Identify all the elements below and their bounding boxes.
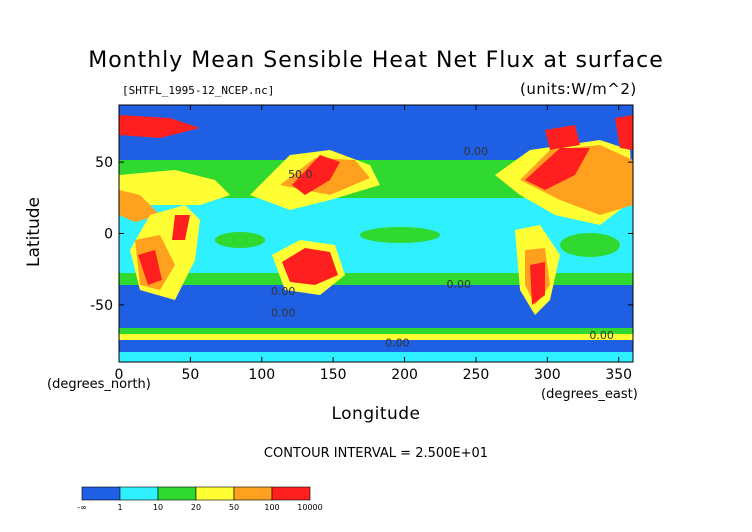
contour-interval-label: CONTOUR INTERVAL = 2.500E+01 [263,446,489,461]
y-axis-unit: (degrees_north) [47,377,151,392]
colorbar-swatch [195,486,235,501]
colorbar-label: -∞ [77,503,87,512]
file-name-label: [SHTFL_1995-12_NCEP.nc] [122,84,275,97]
australia-region-red [282,248,338,285]
contour-value-label: 0.00 [589,329,614,342]
flux-field [119,105,633,362]
x-tick-label: 50 [181,367,199,383]
colorbar-label: 20 [191,503,201,512]
colorbar-label: 1 [117,503,122,512]
colorbar-swatch [271,486,311,501]
plot-area: 50.0 0.00 0.00 0.00 0.00 0.00 0.00 0 50 100 150 20… [90,104,634,383]
south-america-region-red [530,262,545,305]
colorbar-label: 50 [229,503,239,512]
antarctic-cyan-band [119,352,633,362]
units-label: (units:W/m^2) [520,80,637,98]
contour-label-group: 50.0 0.00 0.00 0.00 0.00 0.00 0.00 [271,145,614,349]
x-tick-label: 150 [320,367,347,383]
europe-region-orange [119,190,160,222]
southern-blue-band [119,285,633,333]
contour-value-label: 0.00 [385,336,410,349]
contour-value-label: 0.00 [464,145,489,158]
contour-value-label: 50.0 [288,168,313,181]
antarctic-yellow-band [119,334,633,340]
y-tick-label: 50 [95,155,113,171]
chart-title: Monthly Mean Sensible Heat Net Flux at s… [88,48,664,73]
colorbar-swatch [233,486,273,501]
x-tick-label: 0 [115,367,124,383]
contour-value-label: 0.00 [271,306,296,319]
x-tick-label: 250 [463,367,490,383]
y-tick-label: -50 [90,298,113,314]
x-axis-unit: (degrees_east) [541,387,638,402]
colorbar-swatch [81,486,121,501]
africa-region-red [138,250,162,285]
x-tick-label: 100 [248,367,275,383]
canada-arctic-red [545,125,580,150]
contour-value-label: 0.00 [271,285,296,298]
antarctic-green-band [119,328,633,338]
europe-region-yellow [119,170,230,205]
colorbar-label: 100 [264,503,279,512]
colorbar-swatch [157,486,197,501]
north-america-region-red [525,148,590,190]
y-tick-label: 0 [104,227,113,243]
asia-region-red [292,155,340,195]
greenland-red [615,115,633,150]
europe-region-red [119,115,200,138]
x-tick-label: 300 [534,367,561,383]
pacific-green-patch [360,227,440,243]
africa-east-red [172,215,190,240]
x-axis-label: Longitude [331,404,421,424]
x-tick-label: 350 [605,367,632,383]
y-axis-ticks: -50 0 50 [90,155,633,314]
atlantic-green-patch [560,233,620,257]
colorbar: -∞ 1 10 20 50 100 10000 [77,486,323,512]
x-tick-label: 200 [391,367,418,383]
contour-value-label: 0.00 [447,278,472,291]
indian-ocean-green-patch [215,232,265,248]
x-axis-ticks: 0 50 100 150 200 250 300 350 [115,105,632,383]
colorbar-swatch [119,486,159,501]
colorbar-label: 10000 [297,503,322,512]
colorbar-label: 10 [153,503,163,512]
